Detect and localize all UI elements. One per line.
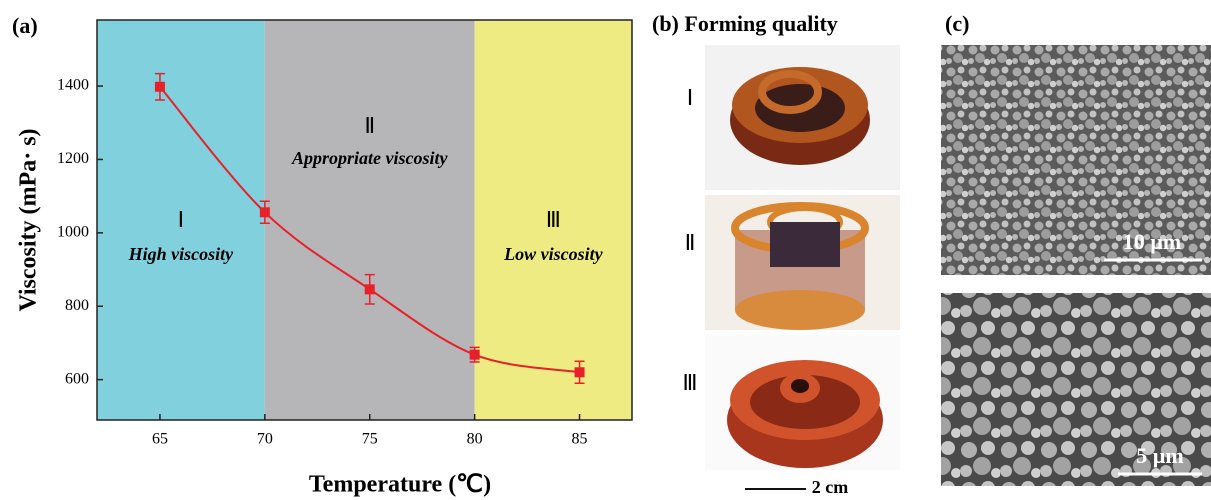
region-numeral: Ⅰ	[178, 207, 185, 232]
x-tick-label: 70	[257, 431, 273, 448]
scale-label: 10 µm	[1123, 229, 1182, 254]
x-tick-label: 65	[152, 431, 168, 448]
x-tick-label: 75	[362, 431, 378, 448]
x-tick-label: 80	[467, 431, 483, 448]
y-tick-label: 1200	[57, 150, 89, 167]
region	[264, 20, 475, 420]
point	[364, 284, 375, 295]
panel-title: (b) Forming quality	[652, 11, 838, 36]
panel-label: (a)	[12, 13, 38, 38]
y-tick-label: 600	[65, 370, 89, 387]
row-label: Ⅱ	[685, 230, 696, 255]
y-axis-label: Viscosity (mPa· s)	[16, 128, 42, 311]
panel-title: (c)	[945, 11, 969, 36]
photo	[705, 195, 900, 330]
scale-label: 5 µm	[1136, 443, 1184, 468]
x-axis-label: Temperature (℃)	[309, 472, 491, 498]
region-label: High viscosity	[128, 244, 235, 264]
point	[259, 207, 270, 218]
sem-image	[941, 293, 1211, 486]
region	[97, 20, 265, 420]
point	[154, 81, 165, 92]
scale-label: 2 cm	[812, 477, 848, 497]
x-tick-label: 85	[572, 431, 588, 448]
y-tick-label: 1000	[57, 224, 89, 241]
point	[469, 349, 480, 360]
region-label: Appropriate viscosity	[291, 148, 448, 168]
region-label: Low viscosity	[503, 244, 603, 264]
row-label: Ⅲ	[682, 370, 697, 395]
plot: Ⅰ High viscosity Ⅱ Appropriate viscosity Ⅲ Lo…	[57, 19, 633, 448]
photo	[705, 335, 900, 470]
point	[574, 367, 585, 378]
region-numeral: Ⅱ	[364, 113, 375, 138]
photo	[705, 45, 900, 190]
sem-image	[941, 45, 1211, 275]
region	[474, 20, 632, 420]
region-numeral: Ⅲ	[546, 207, 561, 232]
plot-frame	[96, 19, 633, 421]
y-tick-label: 1400	[57, 77, 89, 94]
row-label: Ⅰ	[687, 85, 694, 110]
y-tick-label: 800	[65, 297, 89, 314]
